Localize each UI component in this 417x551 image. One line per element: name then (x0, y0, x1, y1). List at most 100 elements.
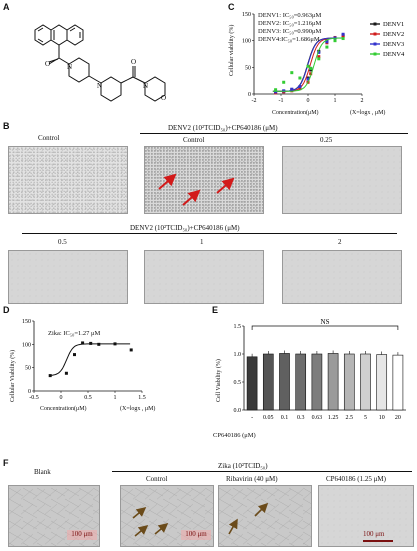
x-tick-label: 1.25 (328, 415, 339, 421)
data-point (97, 342, 101, 346)
x-tick-label: -1 (279, 98, 284, 104)
arrow-icon (134, 524, 149, 537)
micrograph-b-05 (8, 250, 128, 304)
chart-c-ic50-box: DENV1: IC₅₀=0.963μM DENV2: IC₅₀=1.216μM … (258, 12, 321, 44)
arrow-icon (158, 173, 177, 190)
arrow-icon (254, 502, 269, 517)
data-point (290, 87, 294, 91)
panel-label-d: D (3, 305, 10, 315)
bar (279, 353, 290, 411)
chart-d-ic50: Zika: IC₅₀=1.27 μM (48, 330, 101, 337)
x-tick-label: 0.05 (263, 415, 274, 421)
y-tick-label: 0.5 (234, 380, 242, 386)
legend-label: DENV2 (383, 31, 404, 38)
atom-o-2: O (131, 58, 136, 66)
legend-marker (373, 42, 377, 46)
x-tick-label: - (251, 415, 253, 421)
x-tick-label: 10 (379, 415, 385, 421)
data-point (274, 90, 278, 94)
legend-label: DENV3 (383, 41, 404, 48)
b-label-05: 0.5 (58, 238, 67, 246)
x-tick-label: 0 (60, 395, 63, 401)
bar (295, 353, 307, 411)
b-label-control-2: Control (183, 136, 205, 144)
atom-o-1: O (45, 60, 50, 68)
scale-bar: 100 μm (181, 530, 211, 540)
y-tick-label: 0.0 (234, 408, 242, 414)
arrow-icon (228, 518, 238, 535)
bar (246, 356, 258, 411)
data-point (298, 76, 302, 80)
y-tick-label: 50 (245, 65, 251, 71)
data-point (341, 34, 345, 38)
chart-c: 0 50 100 150 -2 -1 0 1 2 DENV1 DENV2 DENV3 DENV4 (242, 12, 405, 104)
y-tick-label: 0 (28, 389, 31, 395)
data-point (298, 87, 302, 91)
micrograph-b-virus-control (144, 146, 264, 214)
panel-label-f: F (3, 458, 9, 468)
chart-e: 0.0 0.5 1.0 1.5 - 0.05 0.1 0.3 0.63 1.25 2.5 5 10 20 N… (234, 318, 406, 421)
data-point (317, 57, 321, 61)
x-tick-label: 0.3 (297, 415, 305, 421)
data-point (325, 40, 329, 44)
scale-bar: 100 μm (67, 530, 97, 540)
bar (360, 353, 371, 411)
data-point (309, 68, 313, 72)
chart-e-xlabel: CP640186 (μM) (213, 432, 256, 439)
atom-o-3: O (161, 94, 166, 102)
data-point (317, 55, 321, 59)
b-title-bottom-rule (22, 233, 397, 234)
arrow-icon (154, 522, 169, 535)
ns-label: NS (321, 318, 330, 326)
f-label-ribavirin: Ribavirin (40 μM) (226, 475, 278, 483)
micrograph-b-1 (144, 250, 264, 304)
data-point (306, 77, 310, 81)
data-point (89, 341, 93, 345)
arrow-group-f2 (228, 502, 269, 535)
bar (376, 354, 388, 411)
b-title-top-rule (140, 133, 408, 134)
legend-label: DENV4 (383, 51, 405, 58)
chart-e-ylabel: Cell Viability (%) (216, 359, 222, 402)
x-tick-label: 0.63 (312, 415, 323, 421)
legend-label: DENV1 (383, 21, 404, 28)
y-tick-label: 100 (22, 342, 31, 348)
arrow-group-f (132, 506, 169, 537)
y-tick-label: 50 (25, 366, 31, 372)
x-tick-label: -2 (252, 98, 257, 104)
data-point (333, 39, 337, 43)
data-point (129, 348, 133, 352)
x-tick-label: 2.5 (346, 415, 354, 421)
data-point (309, 72, 313, 76)
b-title-top: DENV2 (10²TCID₅₀)+CP640186 (μM) (168, 124, 278, 132)
chart-d-xnote: (X=logx , μM) (120, 406, 156, 412)
chart-d-ylabel: Cellular Viability (%) (10, 349, 16, 402)
bar (311, 353, 323, 411)
data-point (274, 88, 278, 92)
series-line-zika (50, 343, 131, 376)
legend-marker (373, 52, 377, 56)
x-tick-label: 1 (114, 395, 117, 401)
arrow-icon (182, 189, 201, 206)
y-tick-label: 150 (22, 319, 31, 325)
x-tick-label: 2 (361, 98, 364, 104)
x-tick-label: 0.1 (281, 415, 289, 421)
legend-marker (373, 32, 377, 36)
chart-d-xlabel: Concentration(μM) (40, 406, 87, 412)
data-point (306, 64, 310, 68)
micrograph-b-025 (282, 146, 402, 214)
legend-marker (373, 22, 377, 26)
bar (343, 353, 355, 411)
x-tick-label: 0.5 (84, 395, 92, 401)
data-point (73, 353, 76, 357)
bar (327, 353, 339, 411)
ic50-line: DENV2: IC₅₀=1.216μM (258, 20, 322, 27)
data-point (290, 71, 294, 75)
micrograph-b-control (8, 146, 128, 214)
panel-label-b: B (3, 121, 10, 131)
data-point (341, 32, 345, 36)
data-point (309, 66, 313, 70)
data-point (341, 37, 345, 41)
y-tick-label: 1.5 (234, 324, 242, 330)
